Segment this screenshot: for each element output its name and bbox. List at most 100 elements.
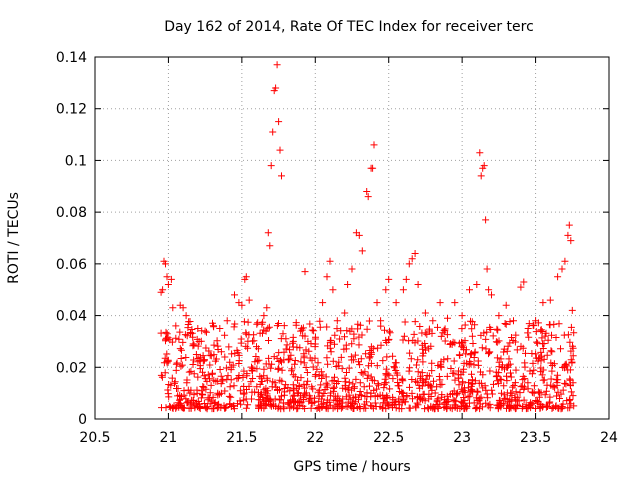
- data-point: [495, 363, 503, 371]
- data-point: [515, 397, 523, 405]
- data-point: [178, 404, 186, 412]
- grid: [95, 57, 609, 419]
- data-point: [264, 229, 272, 237]
- data-point: [467, 350, 475, 357]
- data-point: [421, 378, 429, 386]
- data-point: [308, 399, 316, 406]
- data-point: [226, 358, 234, 366]
- data-point: [193, 386, 201, 394]
- data-point: [520, 278, 528, 286]
- data-point: [251, 388, 259, 396]
- data-point: [364, 193, 372, 201]
- data-point: [315, 392, 323, 400]
- data-point: [237, 335, 245, 343]
- data-point: [441, 337, 449, 345]
- data-point: [188, 326, 196, 333]
- data-point: [486, 404, 494, 412]
- data-point: [255, 356, 263, 364]
- data-point: [305, 347, 313, 355]
- data-point: [189, 333, 197, 341]
- data-point: [569, 352, 577, 360]
- data-point: [500, 348, 508, 356]
- data-point: [164, 386, 172, 394]
- data-point: [343, 369, 350, 376]
- data-point: [265, 337, 272, 344]
- data-point: [317, 381, 325, 389]
- data-point: [227, 363, 235, 371]
- data-point: [386, 385, 394, 393]
- data-point: [477, 393, 485, 401]
- data-point: [459, 368, 467, 376]
- data-point: [287, 397, 295, 405]
- y-tick-labels: 0 0.02 0.04 0.06 0.08 0.1 0.12 0.14: [56, 50, 87, 428]
- data-point: [172, 334, 180, 342]
- data-point: [292, 321, 300, 329]
- data-point: [310, 327, 318, 335]
- data-point: [485, 350, 492, 358]
- data-point: [455, 367, 462, 375]
- data-point: [360, 383, 368, 391]
- data-point: [226, 400, 234, 408]
- data-point: [240, 318, 248, 326]
- data-point: [269, 378, 277, 386]
- data-point: [213, 404, 221, 412]
- data-point: [451, 339, 459, 347]
- data-point: [291, 360, 299, 368]
- data-point: [227, 393, 235, 401]
- data-point: [173, 359, 181, 367]
- data-point: [158, 404, 165, 412]
- data-point: [535, 355, 543, 363]
- data-point: [239, 373, 247, 381]
- data-point: [178, 361, 186, 369]
- data-point: [414, 281, 422, 288]
- data-point: [245, 296, 253, 304]
- data-point: [220, 402, 228, 410]
- data-point: [214, 389, 222, 397]
- data-point: [425, 390, 433, 398]
- x-tick-label: 22.5: [373, 430, 404, 446]
- data-point: [395, 395, 403, 403]
- data-point: [349, 399, 357, 407]
- data-point: [385, 371, 393, 379]
- data-point: [375, 381, 383, 389]
- data-point: [567, 400, 575, 408]
- data-point: [343, 327, 351, 335]
- data-point: [330, 387, 338, 395]
- data-point: [281, 388, 289, 396]
- data-point: [323, 383, 331, 391]
- data-point: [546, 296, 554, 304]
- data-point: [354, 320, 362, 328]
- data-point: [172, 366, 180, 374]
- data-point: [267, 364, 275, 372]
- data-point: [513, 346, 521, 354]
- data-point: [556, 395, 563, 402]
- data-point: [569, 342, 576, 350]
- data-point: [358, 331, 366, 339]
- data-point: [534, 399, 542, 407]
- data-point: [306, 395, 313, 403]
- x-tick-label: 23: [453, 430, 471, 446]
- data-point: [511, 379, 519, 387]
- data-point: [436, 376, 444, 384]
- data-point: [542, 403, 550, 411]
- data-point: [238, 301, 246, 309]
- data-point: [566, 396, 574, 403]
- data-point: [511, 338, 519, 346]
- data-point: [300, 354, 308, 362]
- data-point: [194, 358, 202, 366]
- data-point: [187, 386, 195, 394]
- data-point: [176, 396, 183, 404]
- data-point: [497, 355, 505, 363]
- data-point: [459, 379, 466, 387]
- data-point: [300, 396, 308, 403]
- data-point: [214, 346, 222, 353]
- data-point: [370, 386, 378, 394]
- data-point: [443, 372, 451, 380]
- data-point: [407, 355, 415, 363]
- data-point: [262, 384, 270, 392]
- data-point: [166, 403, 174, 411]
- data-point: [470, 399, 478, 407]
- data-point: [295, 382, 303, 390]
- data-point: [542, 387, 550, 395]
- data-point: [189, 340, 197, 348]
